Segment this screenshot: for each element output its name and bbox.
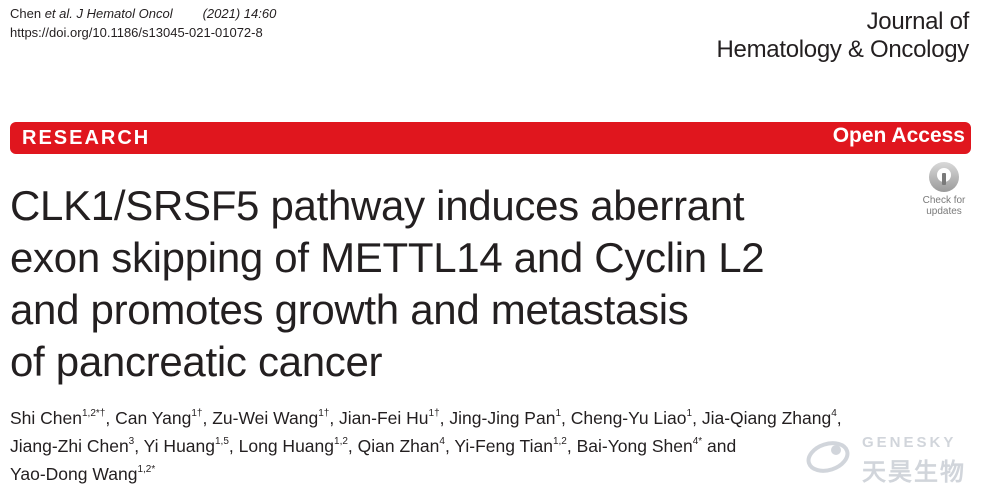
author-name[interactable]: Yi-Feng Tian xyxy=(454,436,553,456)
journal-name-line1: Journal of xyxy=(866,8,970,35)
author-name[interactable]: Shi Chen xyxy=(10,408,82,428)
author-name[interactable]: Yi Huang xyxy=(143,436,215,456)
open-access-label: Open Access xyxy=(832,124,965,147)
author-affiliation: 3 xyxy=(128,436,135,448)
check-for-updates-button[interactable]: Check for updates xyxy=(916,162,972,217)
doi-link[interactable]: https://doi.org/10.1186/s13045-021-01072… xyxy=(10,25,263,40)
watermark-cn: 天昊生物 xyxy=(862,459,966,486)
title-line: of pancreatic cancer xyxy=(10,338,383,385)
title-line: CLK1/SRSF5 pathway induces aberrant xyxy=(10,182,745,229)
article-title: CLK1/SRSF5 pathway induces aberrant exon… xyxy=(10,180,890,388)
author-affiliation: 1† xyxy=(428,408,440,420)
citation-header: Chen et al. J Hematol Oncol (2021) 14:60 … xyxy=(10,4,276,42)
author-name[interactable]: Long Huang xyxy=(238,436,335,456)
citation-journal: et al. J Hematol Oncol xyxy=(44,6,173,21)
author-name[interactable]: Yao-Dong Wang xyxy=(10,464,138,484)
author-affiliation: 1,2* xyxy=(137,464,156,476)
author-affiliation: 1† xyxy=(191,408,203,420)
author-affiliation: 1 xyxy=(686,408,693,420)
citation-year: (2021) 14:60 xyxy=(202,6,277,21)
check-updates-icon xyxy=(929,162,959,192)
check-updates-text: Check for updates xyxy=(922,195,966,217)
author-affiliation: 1† xyxy=(318,408,330,420)
watermark-en: GENESKY xyxy=(862,434,957,451)
article-type-label: RESEARCH xyxy=(22,127,151,149)
author-affiliation: 4 xyxy=(439,436,445,448)
author-line: Jiang-Zhi Chen3, Yi Huang1,5, Long Huang… xyxy=(10,436,737,456)
author-affiliation: 1,2 xyxy=(334,436,348,448)
journal-logo: Journal of Hematology & Oncology xyxy=(717,8,970,64)
author-name[interactable]: Cheng-Yu Liao xyxy=(570,408,687,428)
author-name[interactable]: Jia-Qiang Zhang xyxy=(701,408,832,428)
author-name[interactable]: Can Yang xyxy=(115,408,192,428)
author-affiliation: 1,2 xyxy=(552,436,567,448)
author-affiliation: 1,2*† xyxy=(82,408,106,420)
citation-line: Chen et al. J Hematol Oncol (2021) 14:60 xyxy=(10,4,276,23)
author-affiliation: 4* xyxy=(692,436,703,448)
author-affiliation: 1 xyxy=(555,408,561,420)
author-name[interactable]: Zu-Wei Wang xyxy=(212,408,319,428)
author-line: Shi Chen1,2*†, Can Yang1†, Zu-Wei Wang1†… xyxy=(10,408,842,428)
author-line: Yao-Dong Wang1,2* xyxy=(10,460,970,488)
author-name[interactable]: Qian Zhan xyxy=(357,436,440,456)
genesky-watermark: GENESKY 天昊生物 xyxy=(800,432,975,486)
citation-author: Chen xyxy=(10,6,45,21)
genesky-logo-icon xyxy=(806,441,850,473)
author-name[interactable]: Jiang-Zhi Chen xyxy=(10,436,129,456)
author-name[interactable]: Jing-Jing Pan xyxy=(449,408,556,428)
author-list: Shi Chen1,2*†, Can Yang1†, Zu-Wei Wang1†… xyxy=(10,404,970,488)
title-line: and promotes growth and metastasis xyxy=(10,286,689,333)
title-line: exon skipping of METTL14 and Cyclin L2 xyxy=(10,234,765,281)
author-affiliation: 1,5 xyxy=(215,436,229,448)
article-type-banner: RESEARCH Open Access xyxy=(10,122,971,154)
author-name[interactable]: Bai-Yong Shen xyxy=(576,436,693,456)
author-affiliation: 4 xyxy=(831,408,837,420)
author-name[interactable]: Jian-Fei Hu xyxy=(339,408,429,428)
journal-name-line2: Hematology & Oncology xyxy=(716,36,970,63)
